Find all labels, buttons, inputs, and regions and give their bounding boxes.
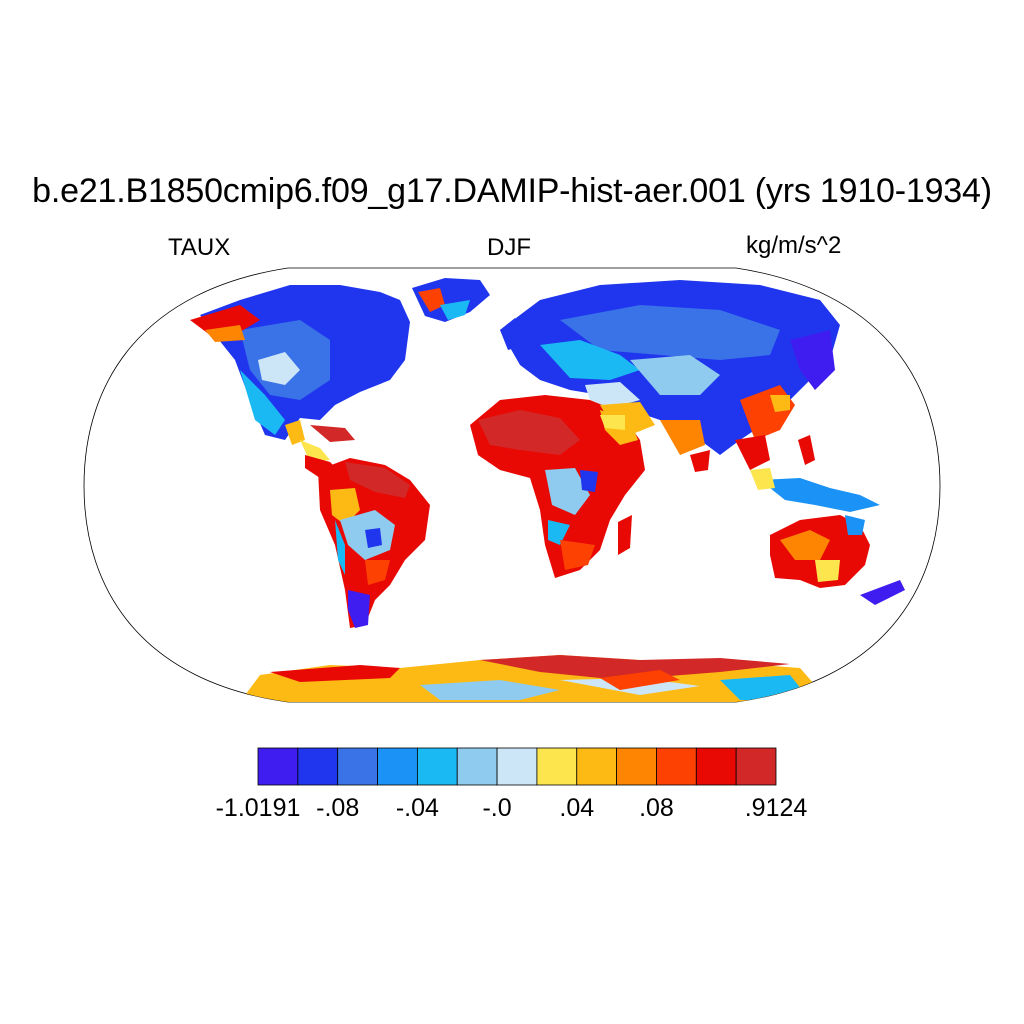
- eurasia-region: [500, 280, 840, 472]
- colorbar-swatch-7: [536, 747, 578, 786]
- colorbar-label-0: -1.0191: [215, 794, 301, 822]
- colorbar-swatch-5: [456, 747, 498, 786]
- colorbar-swatch-2: [337, 747, 378, 786]
- maritime-region: [750, 435, 880, 512]
- colorbar: [257, 747, 777, 786]
- north-america-region: [190, 285, 410, 478]
- colorbar-swatch-3: [377, 747, 418, 786]
- colorbar-swatch-10: [656, 747, 697, 786]
- colorbar-swatch-4: [416, 747, 458, 786]
- africa-region: [470, 395, 645, 578]
- colorbar-label-3: -.0: [482, 794, 512, 822]
- colorbar-label-2: -.04: [395, 794, 439, 822]
- colorbar-swatch-1: [297, 747, 339, 786]
- colorbar-label-5: .08: [639, 794, 674, 822]
- greenland-region: [412, 278, 490, 322]
- antarctica-region: [240, 655, 830, 702]
- season-label: DJF: [487, 234, 531, 261]
- colorbar-label-1: -.08: [316, 794, 360, 822]
- colorbar-label-6: .9124: [744, 794, 808, 822]
- australia-region: [770, 515, 905, 605]
- units-label: kg/m/s^2: [746, 232, 842, 259]
- colorbar-swatch-11: [695, 747, 737, 786]
- colorbar-swatch-8: [576, 747, 618, 786]
- colorbar-swatch-6: [496, 747, 538, 786]
- colorbar-swatch-9: [616, 747, 657, 786]
- south-america-region: [318, 458, 430, 628]
- variable-label: TAUX: [168, 234, 231, 261]
- colorbar-label-4: .04: [559, 794, 595, 822]
- colorbar-swatch-12: [735, 747, 777, 786]
- colorbar-swatch-0: [257, 747, 299, 786]
- plot-title: b.e21.B1850cmip6.f09_g17.DAMIP-hist-aer.…: [32, 172, 992, 210]
